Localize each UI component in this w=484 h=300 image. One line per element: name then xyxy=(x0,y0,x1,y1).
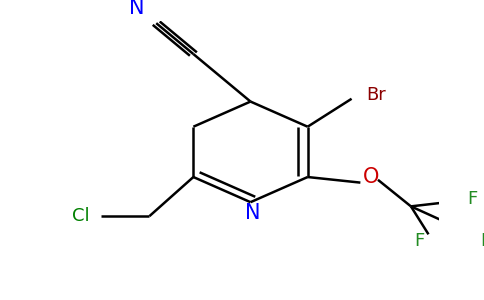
Text: N: N xyxy=(129,0,144,18)
Text: Cl: Cl xyxy=(73,207,90,225)
Text: F: F xyxy=(468,190,478,208)
Text: F: F xyxy=(481,232,484,250)
Text: O: O xyxy=(363,167,379,187)
Text: Br: Br xyxy=(366,85,386,103)
Text: F: F xyxy=(415,232,425,250)
Text: N: N xyxy=(245,203,260,224)
